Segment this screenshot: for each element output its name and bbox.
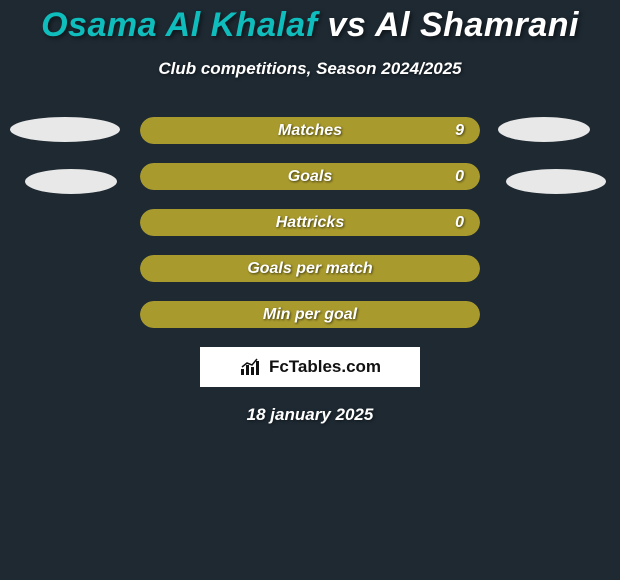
bar-value [140,255,480,282]
stat-row: Goals per match [0,255,620,282]
footer-date: 18 january 2025 [0,405,620,425]
player1-name: Osama Al Khalaf [41,6,317,44]
stats-bars: Matches9Goals0Hattricks0Goals per matchM… [0,117,620,328]
decorative-ellipse [10,117,120,142]
logo-text: FcTables.com [269,357,381,377]
stat-row: Min per goal [0,301,620,328]
bar-value [140,301,480,328]
decorative-ellipse [25,169,117,194]
bar-value: 0 [140,163,480,190]
stat-row: Hattricks0 [0,209,620,236]
decorative-ellipse [506,169,606,194]
bar-value: 9 [140,117,480,144]
chart-icon [239,357,263,377]
player2-name: Al Shamrani [375,6,579,44]
vs-text: vs [328,6,367,44]
comparison-title: Osama Al Khalaf vs Al Shamrani [0,0,620,45]
fctables-logo: FcTables.com [200,347,420,387]
subtitle: Club competitions, Season 2024/2025 [0,59,620,79]
bar-value: 0 [140,209,480,236]
decorative-ellipse [498,117,590,142]
